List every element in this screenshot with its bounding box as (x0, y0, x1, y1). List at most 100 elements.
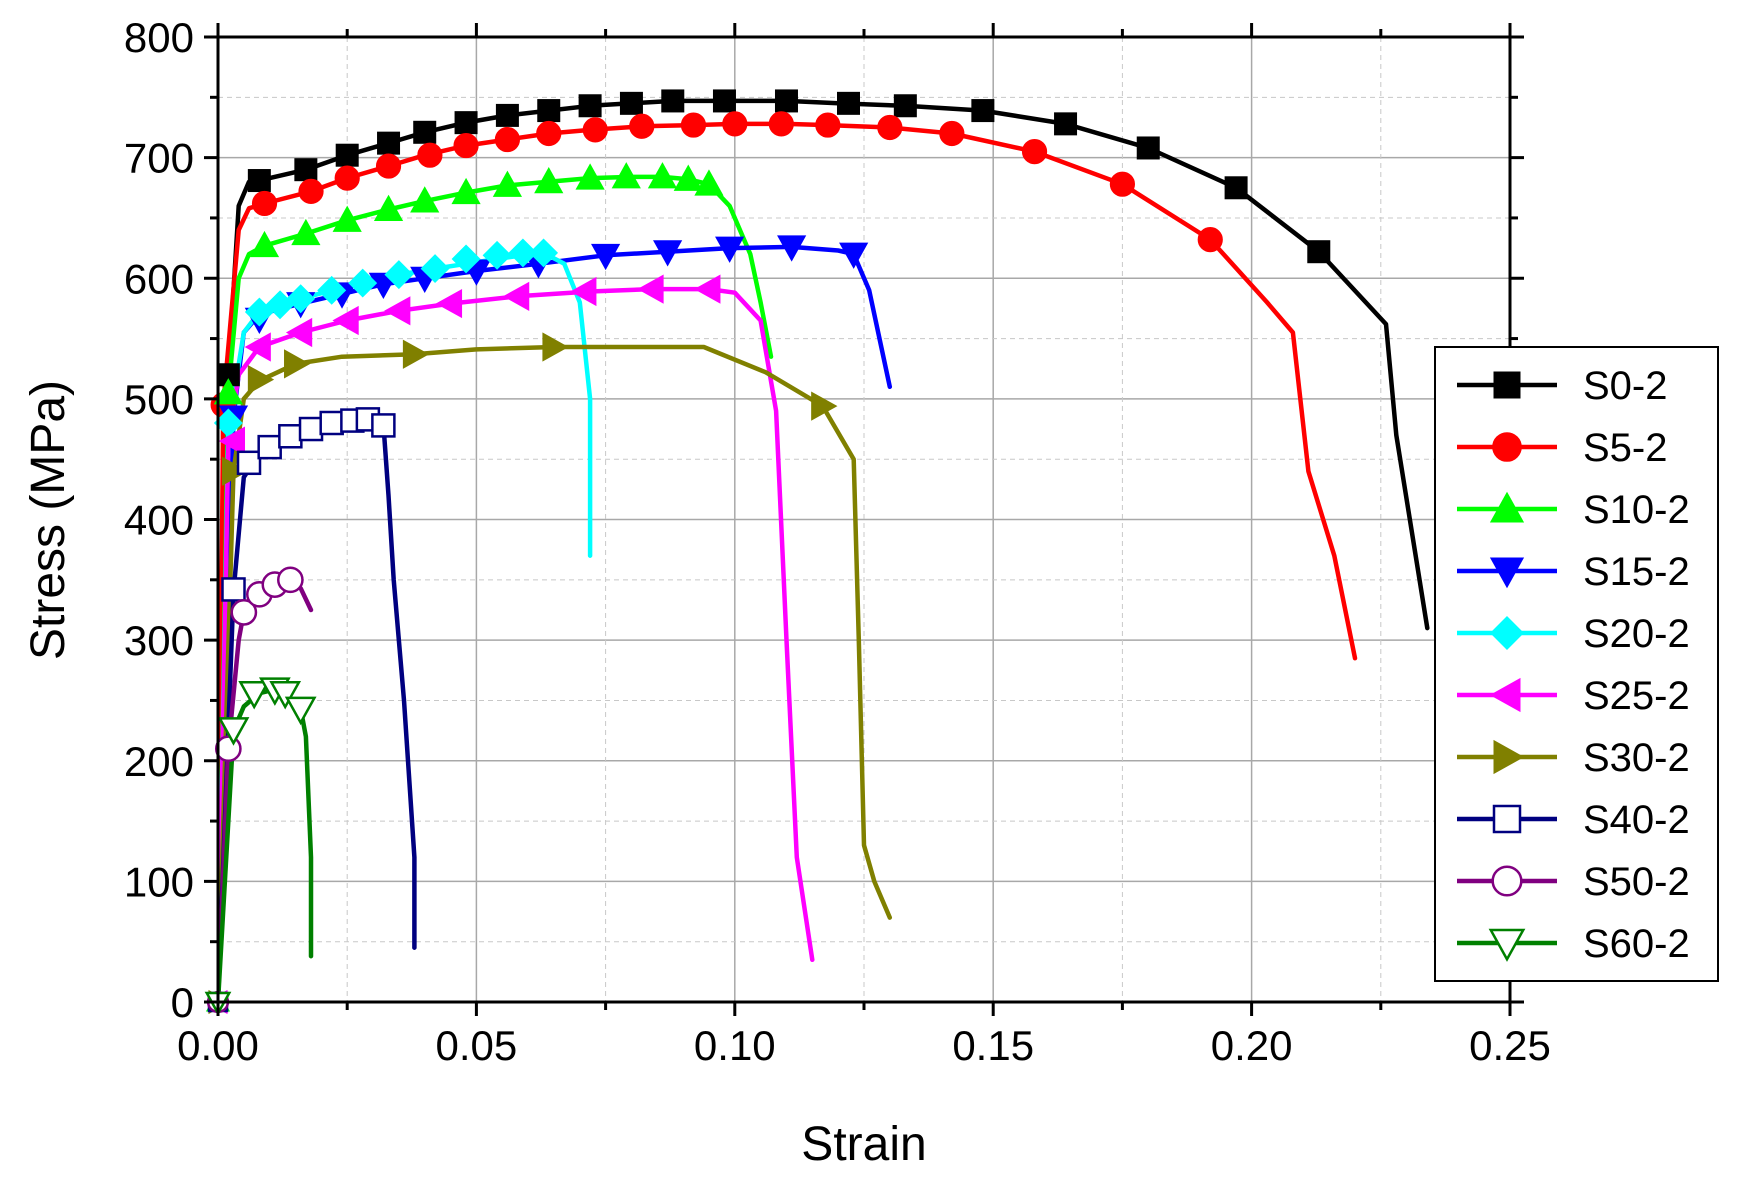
data-point (536, 120, 562, 147)
data-point (257, 434, 282, 460)
data-point (377, 131, 401, 155)
markers-S25-2 (205, 274, 721, 1015)
legend-marker (1490, 616, 1524, 650)
data-point (637, 274, 664, 304)
data-point (811, 391, 838, 421)
data-point (673, 164, 703, 191)
data-point (384, 296, 411, 326)
data-point (213, 378, 243, 405)
legend-label: S0-2 (1583, 364, 1668, 408)
data-point (582, 117, 608, 143)
data-point (284, 696, 317, 726)
data-point (371, 413, 396, 438)
data-point (495, 103, 519, 127)
data-point (332, 305, 359, 336)
data-point (453, 132, 479, 159)
data-point (715, 236, 745, 263)
data-point (777, 235, 807, 262)
data-point (529, 238, 559, 268)
series-markers (204, 89, 1331, 1016)
legend-label: S60-2 (1583, 922, 1690, 966)
x-tick-label: 0.05 (436, 1022, 518, 1069)
data-point (417, 142, 443, 168)
data-point (221, 577, 246, 602)
data-point (1224, 176, 1248, 200)
data-point (1197, 227, 1223, 253)
legend-item-S25-2: S25-2 (1457, 674, 1690, 718)
data-point (877, 114, 903, 141)
legend-label: S40-2 (1583, 798, 1690, 842)
legend-item-S20-2: S20-2 (1457, 612, 1690, 656)
data-point (1054, 112, 1078, 136)
x-tick-label: 0.00 (177, 1022, 259, 1069)
y-tick-label: 300 (124, 617, 194, 664)
data-point (375, 153, 402, 179)
data-point (294, 158, 318, 182)
legend-label: S25-2 (1583, 674, 1690, 718)
data-point (236, 450, 262, 476)
data-point (317, 275, 347, 305)
data-point (335, 143, 359, 167)
y-tick-label: 400 (124, 497, 194, 544)
data-point (291, 218, 321, 246)
data-point (334, 165, 360, 191)
data-point (774, 89, 798, 113)
data-point (384, 260, 414, 290)
data-point (348, 268, 378, 298)
legend-label: S10-2 (1583, 488, 1690, 532)
markers-S10-2 (205, 162, 724, 1012)
data-point (217, 717, 250, 746)
data-point (298, 416, 324, 442)
data-point (1021, 138, 1048, 165)
legend-item-S5-2: S5-2 (1457, 426, 1668, 470)
data-point (285, 317, 313, 348)
data-point (435, 288, 463, 319)
legend-marker (1493, 371, 1521, 399)
data-point (451, 244, 481, 274)
data-point (373, 194, 404, 221)
legend-marker (1492, 804, 1522, 834)
data-point (836, 91, 860, 115)
legend-marker (1492, 432, 1522, 462)
y-axis-title: Stress (MPa) (22, 380, 75, 660)
data-point (410, 186, 440, 213)
data-point (647, 162, 678, 189)
series-line-S40-2 (218, 417, 417, 1002)
data-point (218, 426, 246, 456)
data-point (222, 456, 249, 486)
legend-item-S50-2: S50-2 (1457, 860, 1690, 904)
tick-labels: 0.00 0.05 0.10 0.15 0.20 0.25 0 100 200 300 400 500… (124, 14, 1551, 1069)
data-point (653, 240, 683, 267)
data-point (1109, 171, 1136, 197)
legend-marker (1488, 928, 1526, 962)
data-point (570, 276, 597, 307)
legend-item-S30-2: S30-2 (1457, 736, 1690, 780)
data-point (454, 111, 478, 135)
data-point (332, 205, 362, 232)
data-point (839, 242, 869, 269)
legend-label: S50-2 (1583, 860, 1690, 904)
data-point (712, 89, 736, 113)
data-point (611, 162, 641, 189)
data-point (815, 112, 841, 138)
data-point (629, 113, 655, 139)
data-point (277, 566, 304, 594)
legend-marker (1493, 739, 1525, 775)
series-line-S0-2 (218, 98, 1430, 1002)
y-tick-label: 500 (124, 376, 194, 423)
y-tick-label: 700 (124, 135, 194, 182)
legend-marker (1491, 865, 1523, 897)
legend-item-S15-2: S15-2 (1457, 550, 1690, 594)
x-tick-label: 0.10 (694, 1022, 776, 1069)
data-point (1136, 136, 1160, 160)
legend-label: S30-2 (1583, 736, 1690, 780)
grid-lines (218, 37, 1510, 1002)
data-point (238, 680, 271, 710)
data-point (247, 169, 271, 193)
data-point (244, 332, 271, 362)
data-point (591, 243, 621, 271)
legend-item-S0-2: S0-2 (1457, 364, 1668, 408)
data-point (893, 94, 917, 118)
data-point (508, 238, 538, 268)
